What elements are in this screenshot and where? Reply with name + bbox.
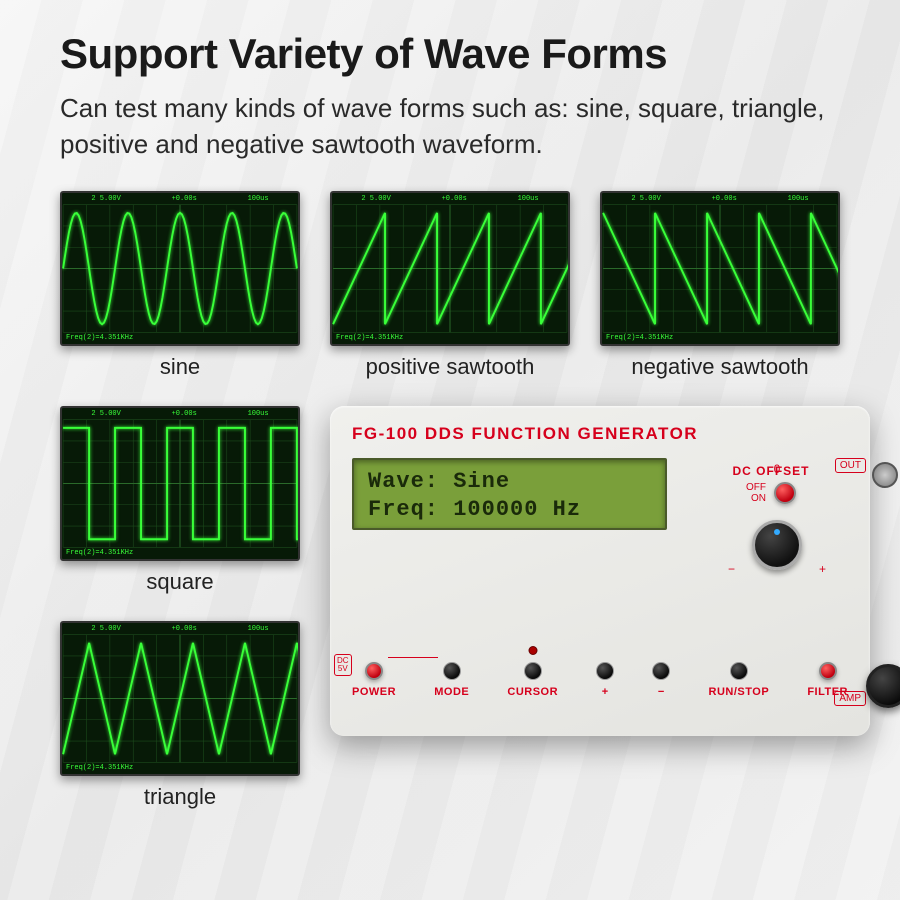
off-on-label: OFF ON [746,482,766,504]
amp-label: AMP [834,691,866,706]
function-generator: FG-100 DDS FUNCTION GENERATOR Wave: Sine… [330,406,870,736]
cursor-led-icon [528,646,537,655]
knob-zero-label: 0 [774,462,781,476]
scope-pos-saw: 2 5.00V+0.00s100us Freq(2)=4.351KHz [330,191,570,346]
bnc-connector-icon[interactable] [872,462,898,488]
wave-cell-sine: 2 5.00V+0.00s100us Freq(2)=4.351KHz sine [60,191,300,380]
device-title: FG-100 DDS FUNCTION GENERATOR [352,424,848,444]
wave-cell-square: 2 5.00V+0.00s100us Freq(2)=4.351KHz squa… [60,406,300,595]
page-subtitle: Can test many kinds of wave forms such a… [60,90,840,163]
dc-offset-button[interactable] [774,482,796,504]
amplitude-knob[interactable] [866,664,900,708]
filter-button[interactable] [819,662,837,680]
scope-svg [332,193,568,344]
power-button-item: POWER [352,662,396,698]
power-button[interactable] [365,662,383,680]
scope-svg [62,408,298,559]
minus-button[interactable] [652,662,670,680]
scope-neg-saw: 2 5.00V+0.00s100us Freq(2)=4.351KHz [600,191,840,346]
lcd-line-2: Freq: 100000 Hz [368,496,651,525]
runstop-button-item: RUN/STOP [709,662,770,698]
knob-minus-label: − [728,562,735,576]
wave-label: triangle [144,784,216,810]
offset-knob[interactable] [752,520,802,570]
button-row: POWER MODE CURSOR + [352,662,848,698]
dc-offset-area: DC OFFSET OFF ON [696,464,846,504]
knob-plus-label: + [819,562,826,576]
mode-button-item: MODE [434,662,469,698]
scope-square: 2 5.00V+0.00s100us Freq(2)=4.351KHz [60,406,300,561]
wave-label: sine [160,354,200,380]
plus-button-item: + [596,662,614,698]
scope-triangle: 2 5.00V+0.00s100us Freq(2)=4.351KHz [60,621,300,776]
offset-knob-area: 0 − + [732,526,822,564]
page-title: Support Variety of Wave Forms [60,30,840,78]
wave-cell-pos-saw: 2 5.00V+0.00s100us Freq(2)=4.351KHz posi… [330,191,570,380]
wave-cell-triangle: 2 5.00V+0.00s100us Freq(2)=4.351KHz tria… [60,621,300,810]
plus-button[interactable] [596,662,614,680]
out-label: OUT [835,458,866,473]
runstop-button[interactable] [730,662,748,680]
device-cell: FG-100 DDS FUNCTION GENERATOR Wave: Sine… [330,406,840,810]
scope-svg [62,193,298,344]
waveform-grid: 2 5.00V+0.00s100us Freq(2)=4.351KHz sine… [60,191,840,810]
cursor-button-item: CURSOR [507,662,558,698]
cursor-button[interactable] [524,662,542,680]
lcd-line-1: Wave: Sine [368,468,651,497]
dc-offset-label: DC OFFSET [696,464,846,478]
scope-svg [602,193,838,344]
mode-button[interactable] [443,662,461,680]
lcd-display: Wave: Sine Freq: 100000 Hz [352,458,667,530]
wave-label: positive sawtooth [366,354,535,380]
scope-sine: 2 5.00V+0.00s100us Freq(2)=4.351KHz [60,191,300,346]
minus-button-item: − [652,662,670,698]
wave-label: square [146,569,213,595]
wave-cell-neg-saw: 2 5.00V+0.00s100us Freq(2)=4.351KHz nega… [600,191,840,380]
power-divider [388,657,438,658]
scope-svg [62,623,298,774]
dc-port-label: DC5V [334,654,352,676]
wave-label: negative sawtooth [631,354,808,380]
